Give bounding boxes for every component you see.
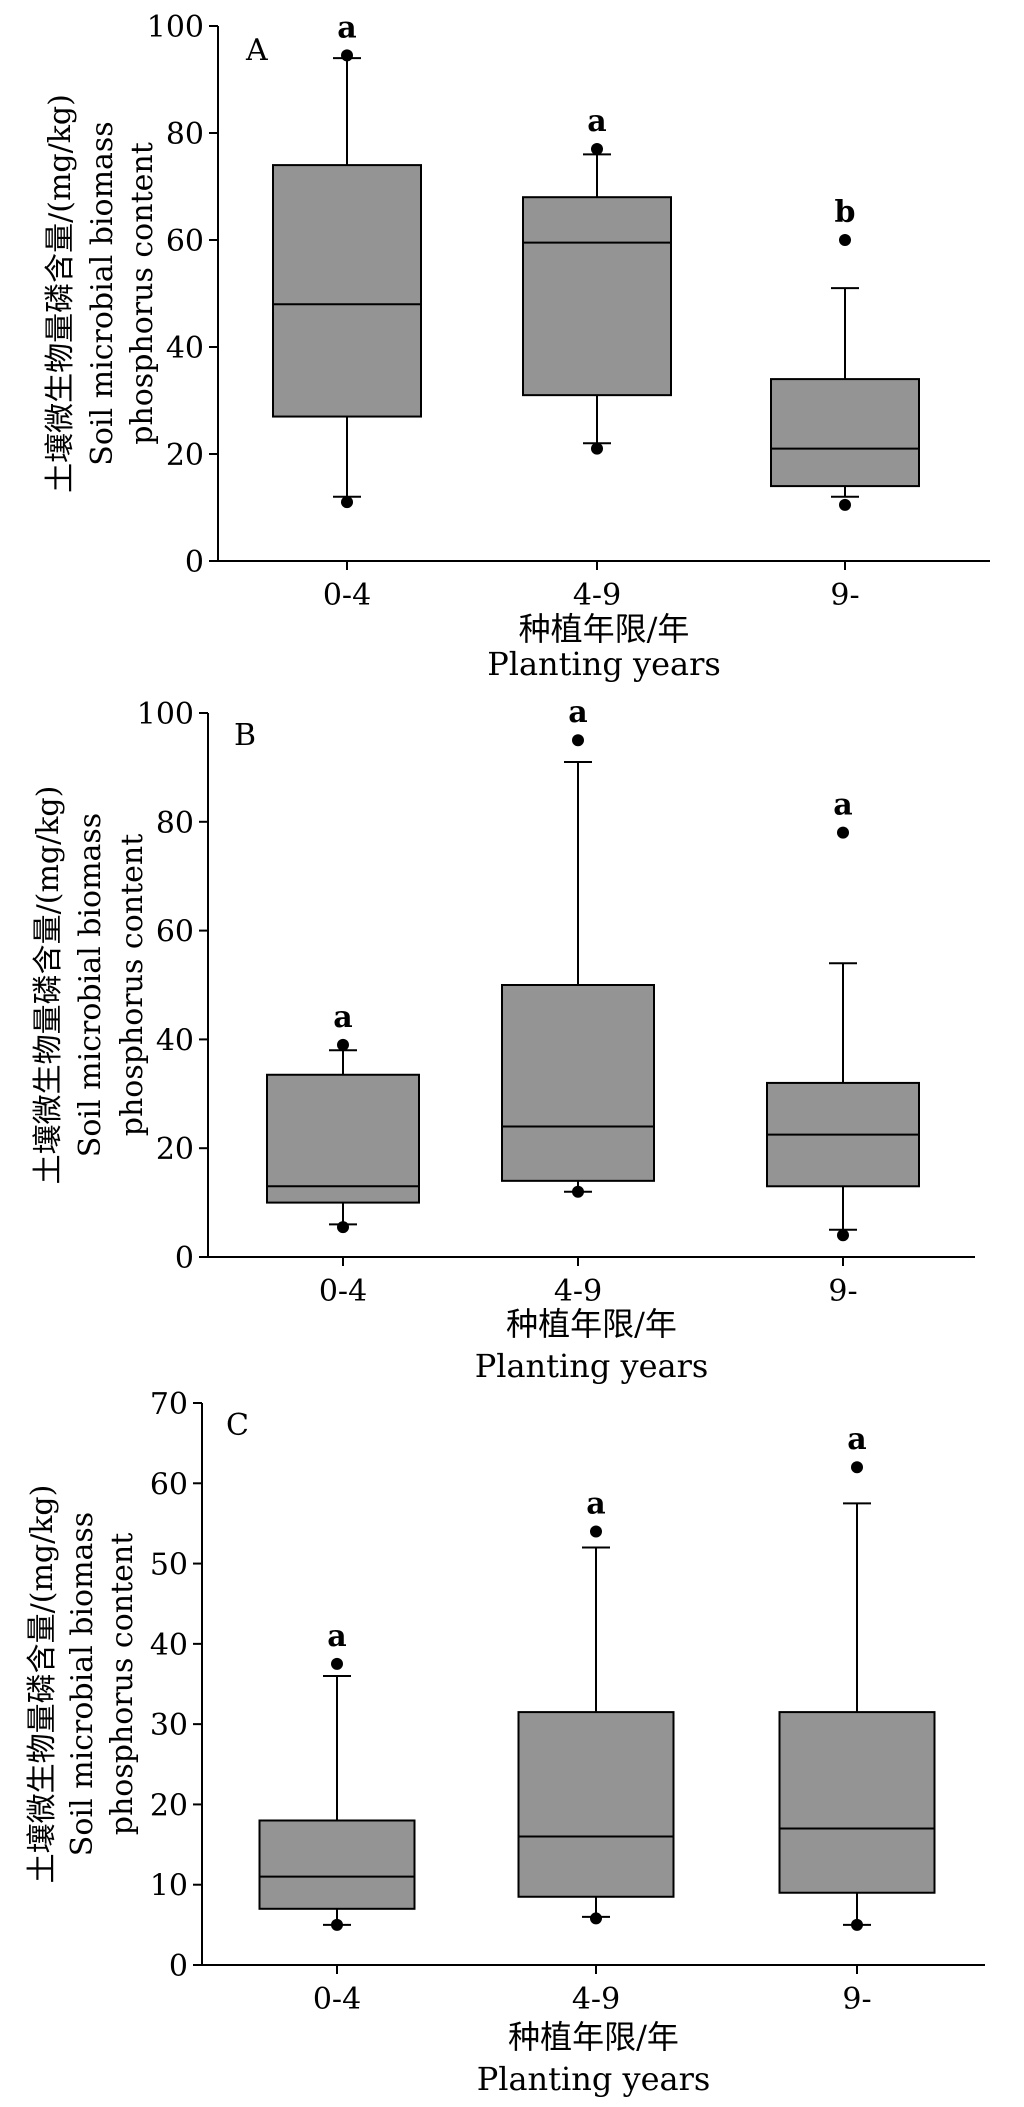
x-tick-label: 9- [830, 578, 859, 613]
x-tick-label: 4-9 [554, 1274, 602, 1309]
outlier-point [590, 1525, 602, 1538]
y-tick-label: 0 [169, 1949, 188, 1984]
y-axis-label: 土壤微生物量磷含量/(mg/kg) [31, 786, 66, 1185]
panel-b: 0 20 40 60 80 100 0-4 4-9 9- B 土壤微生物量磷含量/(mg/kg) So… [31, 695, 975, 1385]
box-iqr [501, 984, 655, 1182]
box-4-9: a [522, 104, 672, 455]
x-tick-label: 0-4 [323, 578, 371, 613]
y-axis-label: 土壤微生物量磷含量/(mg/kg) [25, 1485, 60, 1884]
y-tick-label: 100 [147, 10, 204, 45]
y-tick-label: 0 [175, 1241, 194, 1276]
y-tick-label: 0 [185, 545, 204, 580]
box-4-9: a [517, 1486, 675, 1925]
panel-label: A [245, 33, 268, 68]
box-iqr [266, 1073, 420, 1204]
significance-letter: a [847, 1422, 866, 1457]
outlier-point [572, 1185, 584, 1198]
x-tick-label: 9- [828, 1274, 857, 1309]
x-tick-label: 0-4 [319, 1274, 367, 1309]
outlier-point [341, 496, 353, 509]
y-tick-label: 40 [156, 1023, 194, 1058]
y-tick-label: 70 [150, 1387, 188, 1422]
y-tick-label: 100 [137, 697, 194, 732]
y-axis-label: phosphorus content [105, 1533, 140, 1836]
significance-letter: a [586, 1486, 605, 1521]
x-axis-label: Planting years [475, 1347, 709, 1385]
y-tick-label: 60 [166, 224, 204, 259]
box-0-4: a [272, 10, 422, 509]
outlier-point [839, 234, 851, 246]
x-axis-label: 种植年限/年 [508, 2018, 679, 2056]
y-tick-label: 20 [156, 1132, 194, 1167]
y-tick-label: 40 [166, 331, 204, 366]
outlier-point [337, 1038, 349, 1051]
box-iqr [522, 196, 672, 397]
box-iqr [272, 164, 422, 418]
box-iqr [770, 378, 920, 488]
x-tick-label: 4-9 [572, 1982, 620, 2017]
outlier-point [851, 1461, 863, 1474]
x-axis-label: 种植年限/年 [519, 610, 690, 648]
panel-a: 0 20 40 60 80 100 0-4 4-9 9- A 土壤微生物量磷含量/(mg/kg) So… [43, 10, 990, 683]
y-tick-label: 60 [150, 1467, 188, 1502]
y-axis-label: Soil microbial biomass [65, 1512, 100, 1856]
y-tick-label: 20 [150, 1788, 188, 1823]
significance-letter: a [337, 10, 356, 45]
outlier-point [590, 1912, 602, 1925]
y-tick-label: 80 [156, 806, 194, 841]
y-tick-label: 10 [150, 1869, 188, 1904]
outlier-point [591, 143, 603, 156]
outlier-point [331, 1918, 343, 1931]
x-axis-label: 种植年限/年 [506, 1305, 677, 1343]
y-axis-label: 土壤微生物量磷含量/(mg/kg) [43, 94, 78, 493]
box-iqr [258, 1819, 416, 1910]
outlier-point [837, 1229, 849, 1242]
y-tick-label: 30 [150, 1708, 188, 1743]
box-9-: a [766, 788, 920, 1242]
y-tick-label: 40 [150, 1628, 188, 1663]
y-axis-label: phosphorus content [115, 834, 150, 1137]
box-9-: a [778, 1422, 936, 1931]
significance-letter: a [568, 695, 587, 730]
y-axis-label: Soil microbial biomass [85, 121, 120, 465]
outlier-point [837, 826, 849, 839]
x-tick-label: 4-9 [573, 578, 621, 613]
box-4-9: a [501, 695, 655, 1198]
significance-letter: a [333, 1000, 352, 1035]
y-tick-label: 20 [166, 438, 204, 473]
y-axis-label: phosphorus content [125, 142, 160, 445]
x-axis-label: Planting years [477, 2060, 711, 2098]
box-iqr [517, 1711, 675, 1898]
significance-letter: a [327, 1619, 346, 1654]
y-tick-label: 80 [166, 117, 204, 152]
x-tick-label: 0-4 [313, 1982, 361, 2017]
outlier-point [337, 1221, 349, 1234]
box-iqr [778, 1711, 936, 1894]
outlier-point [851, 1918, 863, 1931]
outlier-point [331, 1657, 343, 1670]
y-tick-label: 50 [150, 1548, 188, 1583]
outlier-point [572, 734, 584, 747]
significance-letter: a [587, 104, 606, 139]
panel-label: C [226, 1408, 249, 1443]
box-9-: b [770, 195, 920, 511]
box-0-4: a [258, 1619, 416, 1931]
outlier-point [839, 498, 851, 511]
significance-letter: b [835, 195, 856, 230]
outlier-point [591, 442, 603, 455]
box-0-4: a [266, 1000, 420, 1234]
panel-label: B [234, 718, 256, 753]
panel-c: 0 10 20 30 40 50 60 70 0-4 4-9 9- C 土壤微生物量磷含量/(mg/kg… [25, 1387, 985, 2098]
outlier-point [341, 49, 353, 62]
significance-letter: a [833, 788, 852, 823]
y-tick-label: 60 [156, 915, 194, 950]
x-axis-label: Planting years [487, 645, 721, 683]
y-axis-label: Soil microbial biomass [73, 813, 108, 1157]
x-tick-label: 9- [842, 1982, 871, 2017]
